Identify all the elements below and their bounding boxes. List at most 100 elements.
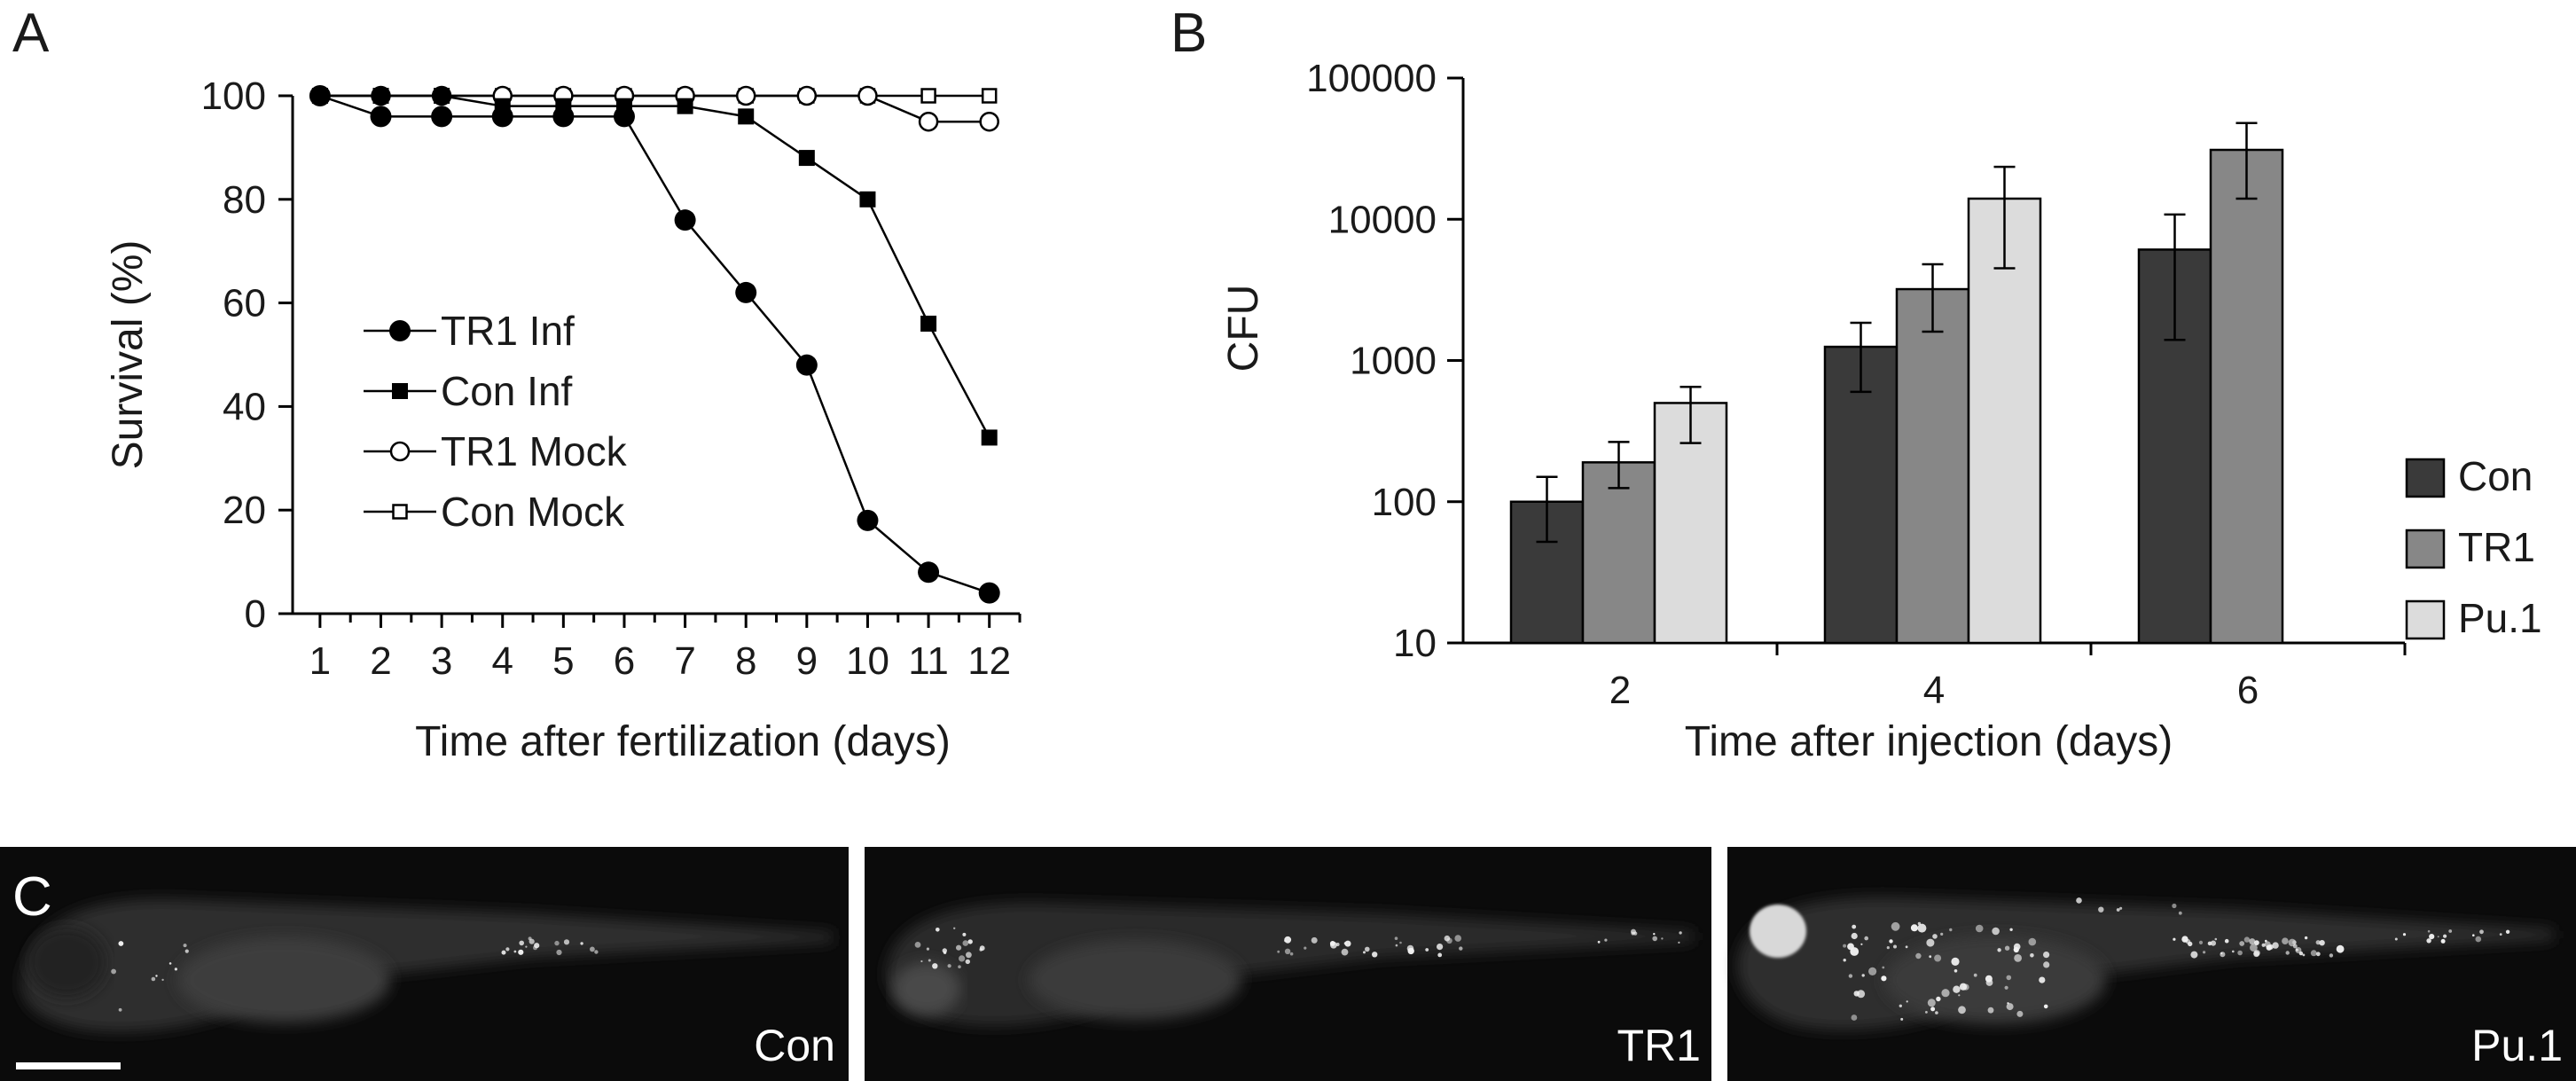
image-tr1: TR1: [865, 847, 1711, 1081]
panel-a-point-tr1-mock: [979, 111, 999, 132]
panel-a-point-tr1-inf: [674, 209, 696, 231]
panel-a-legend-marker-con-inf: [392, 383, 408, 399]
larva-tr1-picture: [886, 902, 1694, 1026]
panel-a-legend-label-con-inf: Con Inf: [441, 368, 573, 414]
panel-a-x-tick-label: 5: [552, 639, 574, 683]
panel-a-legend-label-con-mock: Con Mock: [441, 489, 625, 535]
image-pu1-label: Pu.1: [2471, 1021, 2563, 1070]
panel-a-line-tr1-mock: [319, 94, 990, 123]
panel-a-point-tr1-mock: [918, 111, 939, 132]
panel-a-point-con-mock: [981, 88, 998, 104]
panel-a-x-tick-label: 1: [309, 639, 331, 683]
panel-b-legend-swatch-tr1: [2405, 529, 2446, 569]
panel-a-line-con-inf: [319, 94, 990, 439]
panel-a-x-tick-label: 4: [491, 639, 513, 683]
panel-b-legend-label-pu1: Pu.1: [2458, 595, 2542, 641]
image-tr1-label: TR1: [1617, 1021, 1701, 1070]
panel-a-point-con-inf: [798, 150, 815, 167]
larva-con-picture: [21, 898, 834, 1032]
panel-a-point-tr1-inf: [918, 561, 940, 584]
image-con: Con: [0, 847, 849, 1081]
panel-b-legend-label-con: Con: [2458, 453, 2533, 499]
panel-a-legend-marker-tr1-mock: [389, 441, 411, 462]
panel-b-y-ticks: 10 100 1000 10000 100000: [1306, 57, 1463, 665]
panel-a-y-tick-label: 40: [223, 385, 266, 428]
panel-a-label: A: [12, 3, 50, 64]
panel-a-point-tr1-inf: [491, 106, 513, 128]
panel-b-y-tick-label: 10: [1393, 622, 1437, 665]
panel-a-point-tr1-inf: [978, 582, 1000, 604]
panel-a-point-con-mock: [920, 88, 936, 104]
panel-b-bar-tr1: [2209, 148, 2284, 645]
panel-a-x-tick-label: 8: [735, 639, 756, 683]
panel-a-x-tick-label: 12: [967, 639, 1011, 683]
panel-a-point-tr1-mock: [796, 85, 818, 106]
image-con-label: Con: [754, 1021, 835, 1070]
panel-b-y-tick-label: 10000: [1328, 198, 1437, 241]
panel-b-x-tick-label: 4: [1923, 669, 1945, 712]
panel-a-y-tick-label: 20: [223, 489, 266, 532]
panel-a-y-tick-label: 100: [201, 74, 266, 118]
panel-b-bar-pu1: [1967, 197, 2042, 645]
panel-b-label: B: [1171, 3, 1207, 64]
panel-b-cfu-chart: B 10 100 1000 10000 100000 2 4 6 CFU Time afte…: [1171, 3, 2542, 765]
panel-b-y-tick-label: 100000: [1306, 57, 1437, 100]
panel-c-label: C: [12, 866, 52, 928]
image-pu1: Pu.1: [1727, 847, 2576, 1081]
panel-b-y-tick-label: 100: [1372, 481, 1437, 524]
panel-a-point-tr1-inf: [613, 106, 635, 128]
panel-a-point-tr1-inf: [370, 106, 392, 128]
panel-a-point-tr1-inf: [735, 281, 757, 303]
panel-c-fluorescence-images: Con TR1 Pu.1 C: [0, 847, 2576, 1081]
panel-b-bar-con: [1823, 345, 1899, 645]
panel-b-y-tick-label: 1000: [1350, 340, 1437, 383]
panel-a-legend-marker-tr1-inf: [389, 320, 411, 341]
panel-a-x-tick-label: 10: [846, 639, 889, 683]
panel-a-point-con-inf: [677, 98, 693, 114]
panel-a-point-con-inf: [434, 88, 450, 104]
panel-a-legend-marker-con-mock: [392, 504, 408, 520]
panel-b-bar-tr1: [1895, 287, 1970, 645]
panel-a-legend: TR1 Inf Con Inf TR1 Mock Con Mock: [364, 308, 628, 535]
panel-b-legend: Con TR1 Pu.1: [2405, 453, 2542, 641]
panel-a-y-tick-label: 0: [245, 592, 266, 636]
panel-a-x-tick-label: 3: [431, 639, 452, 683]
panel-a-x-tick-label: 9: [796, 639, 818, 683]
panel-a-x-axis-title: Time after fertilization (days): [415, 718, 951, 765]
panel-b-x-tick-label: 6: [2237, 669, 2259, 712]
panel-a-y-tick-label: 60: [223, 282, 266, 325]
panel-a-x-tick-label: 6: [614, 639, 635, 683]
panel-a-series: [309, 85, 1000, 604]
panel-a-point-con-inf: [920, 315, 937, 332]
panel-b-bars: [1509, 121, 2284, 645]
panel-a-x-tick-label: 11: [908, 639, 949, 683]
panel-a-point-tr1-mock: [735, 85, 756, 106]
larva-pu1-picture: [1737, 897, 2554, 1030]
panel-b-legend-swatch-con: [2405, 458, 2446, 498]
panel-a-point-tr1-inf: [309, 85, 331, 106]
panel-b-y-axis-title: CFU: [1220, 285, 1267, 372]
panel-a-point-con-inf: [859, 191, 876, 208]
panel-a-point-con-inf: [372, 88, 389, 104]
panel-a-point-tr1-inf: [795, 354, 818, 376]
panel-a-point-tr1-inf: [552, 106, 575, 128]
panel-a-legend-label-tr1-inf: TR1 Inf: [441, 308, 575, 354]
panel-a-x-ticks: 1 2 3 4 5 6 7 8 9 10 11 12: [309, 614, 1022, 683]
panel-b-x-tick-label: 2: [1609, 669, 1631, 712]
panel-b-legend-swatch-pu1: [2405, 599, 2446, 640]
panel-b-x-axis-title: Time after injection (days): [1685, 718, 2173, 765]
panel-a-line-tr1-inf: [319, 94, 990, 594]
panel-a-x-tick-label: 2: [370, 639, 391, 683]
panel-a-point-con-inf: [981, 429, 998, 446]
panel-a-x-tick-label: 7: [674, 639, 695, 683]
panel-b-bar-tr1: [1581, 461, 1656, 645]
panel-b-legend-label-tr1: TR1: [2458, 524, 2535, 570]
panel-a-legend-label-tr1-mock: TR1 Mock: [441, 428, 628, 474]
panel-a-y-tick-label: 80: [223, 178, 266, 222]
panel-a-y-axis-title: Survival (%): [105, 240, 152, 470]
panel-a-point-tr1-inf: [431, 106, 453, 128]
panel-b-x-ticks: 2 4 6: [1609, 643, 2407, 712]
panel-a-point-con-inf: [738, 108, 755, 125]
